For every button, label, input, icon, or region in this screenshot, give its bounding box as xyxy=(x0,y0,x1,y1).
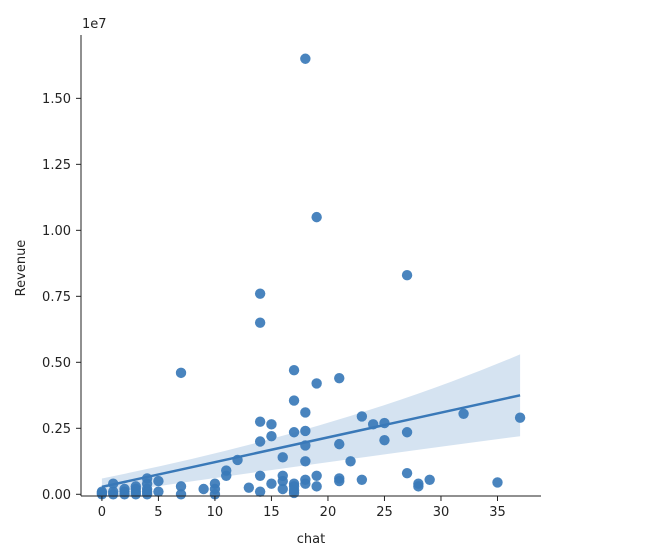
regression-line xyxy=(101,394,521,489)
data-point xyxy=(311,470,322,482)
y-tick-label: 0.50 xyxy=(42,356,71,371)
data-point xyxy=(153,475,164,487)
data-point xyxy=(175,367,187,379)
y-ticks-layer: 0.00 0.25 0.50 0.75 1.00 1.25 1.50 xyxy=(42,92,81,503)
x-ticks-layer: 0 5 10 15 20 25 30 35 xyxy=(98,496,506,520)
y-tick-label: 0.25 xyxy=(42,422,71,437)
data-point xyxy=(300,478,311,489)
data-point xyxy=(300,425,311,437)
axes-layer xyxy=(80,35,541,497)
regression-line-layer xyxy=(101,394,521,489)
data-point xyxy=(277,475,288,487)
data-point xyxy=(401,270,413,281)
data-point xyxy=(277,483,288,495)
x-tick-label: 20 xyxy=(320,505,337,520)
x-tick-label: 10 xyxy=(207,505,224,520)
data-point xyxy=(300,456,311,467)
confidence-band xyxy=(101,354,521,495)
x-tick-label: 15 xyxy=(263,505,280,520)
data-point xyxy=(119,489,130,500)
y-tick-label: 1.25 xyxy=(42,158,71,173)
data-point xyxy=(367,419,379,430)
data-point xyxy=(232,454,243,466)
x-tick-label: 5 xyxy=(154,505,162,520)
y-tick-label: 1.00 xyxy=(42,224,71,239)
data-point xyxy=(311,211,322,223)
y-tick-label: 1.50 xyxy=(42,92,71,107)
data-point xyxy=(379,417,390,429)
data-point xyxy=(221,470,232,482)
data-point xyxy=(379,434,390,446)
data-point xyxy=(424,474,435,485)
data-point xyxy=(334,372,345,384)
y-tick-label: 0.00 xyxy=(42,488,71,503)
data-point xyxy=(175,481,187,492)
data-point xyxy=(492,477,503,488)
x-axis-label: chat xyxy=(297,532,325,547)
data-point xyxy=(254,288,266,299)
data-points-layer xyxy=(96,53,526,500)
data-point xyxy=(300,53,311,64)
confidence-band-layer xyxy=(101,354,521,495)
data-point xyxy=(254,317,266,328)
data-point xyxy=(266,478,277,489)
y-axis-label: Revenue xyxy=(14,240,29,297)
data-point xyxy=(108,489,119,500)
data-point xyxy=(130,489,142,500)
data-point xyxy=(300,440,311,451)
data-point xyxy=(254,470,266,482)
data-point xyxy=(243,482,255,493)
data-point xyxy=(254,416,266,427)
x-tick-label: 25 xyxy=(376,505,393,520)
data-point xyxy=(413,481,424,492)
data-point xyxy=(266,431,277,442)
data-point xyxy=(288,395,300,406)
data-point xyxy=(266,419,277,430)
data-point xyxy=(288,365,300,376)
data-point xyxy=(334,438,345,450)
data-point xyxy=(356,411,368,422)
y-offset-label: 1e7 xyxy=(82,17,107,32)
data-point xyxy=(311,378,322,389)
data-point xyxy=(514,412,526,423)
data-point xyxy=(209,489,221,500)
data-point xyxy=(141,489,153,500)
x-tick-label: 35 xyxy=(489,505,506,520)
data-point xyxy=(175,489,187,500)
x-tick-label: 0 xyxy=(98,505,106,520)
data-point xyxy=(288,487,300,499)
data-point xyxy=(334,475,345,487)
data-point xyxy=(153,486,164,497)
x-tick-label: 30 xyxy=(433,505,450,520)
data-point xyxy=(300,407,311,418)
data-point xyxy=(345,456,356,467)
data-point xyxy=(96,489,108,500)
data-point xyxy=(198,483,209,495)
data-point xyxy=(108,478,119,489)
data-point xyxy=(458,408,469,419)
data-point xyxy=(288,427,300,438)
data-point xyxy=(401,427,413,438)
data-point xyxy=(277,452,288,463)
data-point xyxy=(254,436,266,447)
data-point xyxy=(254,486,266,497)
data-point xyxy=(356,474,368,485)
data-point xyxy=(311,481,322,492)
y-tick-label: 0.75 xyxy=(42,290,71,305)
data-point xyxy=(401,467,413,479)
